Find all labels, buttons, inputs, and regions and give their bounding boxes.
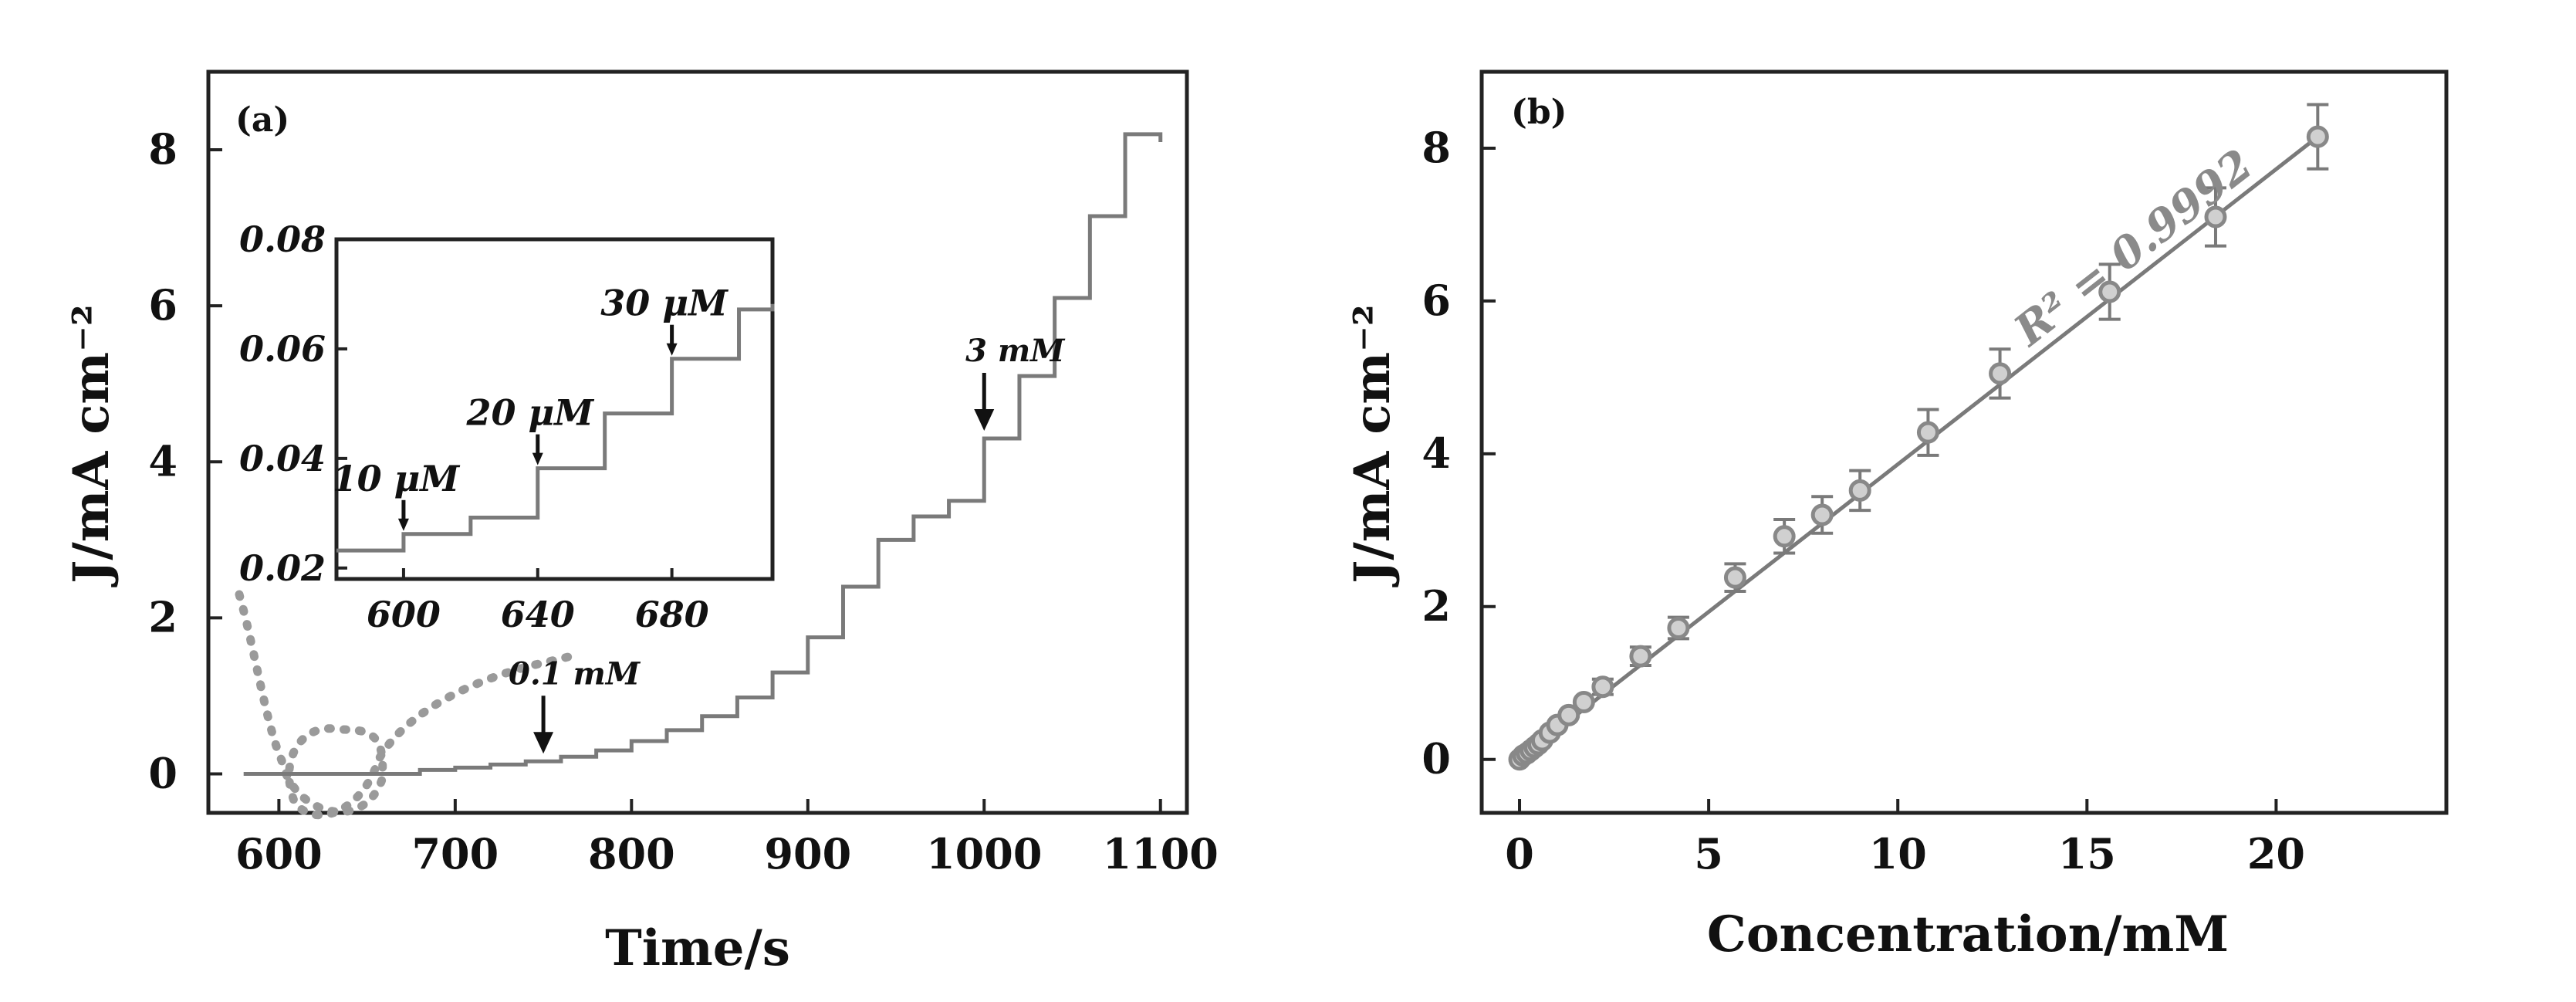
panel-b-data-point (1572, 690, 1595, 713)
panel-b-points (1508, 125, 2329, 771)
panel-a-annotation-label: 0.1 mM (509, 655, 641, 692)
panel-a-current-trace (243, 132, 1163, 776)
panel-a: 600 700 800 900 1000 1100 0 2 4 6 8 (a) Time/s J/… (63, 69, 1219, 977)
inset-annotation-arrowhead (666, 343, 678, 356)
panel-b-x-ticks: 0 5 10 15 20 (1505, 799, 2305, 878)
panel-b-y-tick-label: 6 (1422, 276, 1451, 325)
panel-a-annotation-label: 3 mM (965, 333, 1066, 369)
inset-annotation-label: 10 μM (333, 458, 461, 499)
inset-annotation-label: 30 μM (600, 283, 729, 324)
panel-a-frame (206, 69, 1189, 815)
panel-b: 0 5 10 15 20 0 2 4 6 8 (b) Concentration/mM J/mA… (1344, 69, 2449, 963)
inset-current-trace (336, 303, 775, 553)
panel-a-y-tick-label: 6 (148, 280, 177, 330)
panel-b-x-axis-label: Concentration/mM (1707, 906, 2229, 963)
panel-a-annotations: 0.1 mM 3 mM (509, 333, 1066, 754)
panel-b-fit-line (1518, 135, 2319, 761)
panel-b-x-tick-label: 15 (2058, 829, 2116, 878)
panel-b-data-point (1557, 703, 1580, 726)
inset-frame (334, 237, 775, 581)
panel-b-frame (1479, 69, 2449, 815)
panel-b-label: (b) (1511, 93, 1567, 132)
panel-a-x-tick-label: 1000 (926, 829, 1042, 878)
panel-b-data-point (1723, 566, 1746, 589)
panel-b-y-tick-label: 2 (1422, 581, 1451, 631)
panel-b-y-tick-label: 4 (1422, 428, 1451, 478)
panel-b-data-point (2306, 125, 2329, 148)
panel-a-y-axis-label: J/mA cm⁻² (63, 304, 120, 587)
panel-b-x-tick-label: 20 (2247, 829, 2305, 878)
inset-y-tick-label: 0.06 (239, 328, 326, 370)
panel-a-x-tick-label: 900 (764, 829, 851, 878)
panel-a-y-tick-label: 2 (148, 592, 177, 641)
panel-b-data-point (1591, 675, 1614, 699)
panel-b-data-point (1916, 421, 1939, 444)
inset-y-ticks: 0.02 0.04 0.06 0.08 (239, 218, 347, 589)
panel-b-x-tick-label: 10 (1869, 829, 1927, 878)
panel-a-label: (a) (235, 100, 289, 140)
panel-a-x-tick-label: 600 (235, 829, 323, 878)
panel-a-y-ticks: 0 2 4 6 8 (148, 124, 222, 797)
panel-a-x-axis-label: Time/s (605, 919, 790, 977)
panel-a-annotation-arrowhead (974, 408, 995, 431)
panel-b-fit-label: R² = 0.9992 (2003, 139, 2262, 357)
inset-x-tick-label: 640 (501, 594, 575, 635)
inset-annotation-arrowhead (532, 452, 543, 465)
inset-annotation-label: 20 μM (465, 392, 595, 434)
panel-b-data-point (1848, 479, 1871, 502)
panel-b-data-point (1989, 362, 2012, 385)
inset-annotation-arrowhead (397, 518, 409, 531)
panel-a-x-tick-label: 700 (411, 829, 499, 878)
inset-y-tick-label: 0.02 (239, 547, 326, 589)
panel-b-data-point (2098, 280, 2121, 303)
panel-b-y-axis-label: J/mA cm⁻² (1344, 304, 1401, 587)
inset-x-tick-label: 680 (635, 594, 709, 635)
panel-b-y-tick-label: 0 (1422, 734, 1451, 784)
inset-x-tick-label: 600 (367, 594, 441, 635)
panel-b-data-point (2204, 205, 2227, 228)
panel-a-dotted-loop (235, 590, 576, 820)
panel-a-x-ticks: 600 700 800 900 1000 1100 (235, 799, 1219, 878)
panel-a-y-tick-label: 4 (148, 436, 177, 486)
panel-b-y-tick-label: 8 (1422, 123, 1451, 172)
panel-b-y-ticks: 0 2 4 6 8 (1422, 123, 1496, 784)
panel-a-y-tick-label: 8 (148, 124, 177, 174)
panel-a-x-tick-label: 1100 (1103, 829, 1219, 878)
inset-x-ticks: 600 640 680 (367, 568, 709, 635)
panel-b-data-point (1810, 503, 1834, 526)
panel-b-data-point (1773, 525, 1796, 548)
inset-y-tick-label: 0.04 (239, 438, 326, 479)
panel-b-data-point (1667, 616, 1690, 639)
panel-a-annotation-arrowhead (533, 732, 554, 754)
inset-y-tick-label: 0.08 (239, 218, 326, 260)
panel-a-y-tick-label: 0 (148, 748, 177, 797)
panel-b-x-tick-label: 0 (1505, 829, 1534, 878)
panel-a-x-tick-label: 800 (588, 829, 675, 878)
panel-b-x-tick-label: 5 (1694, 829, 1723, 878)
panel-b-data-point (1629, 645, 1652, 668)
